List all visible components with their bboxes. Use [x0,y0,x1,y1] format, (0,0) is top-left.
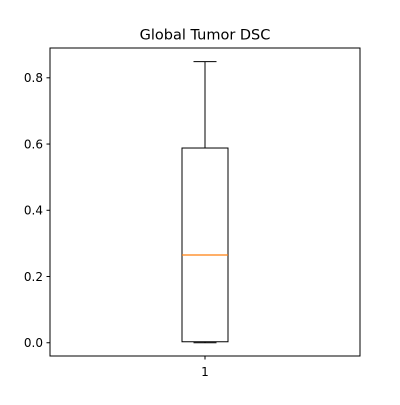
y-tick-label: 0.0 [24,336,43,350]
y-tick-label: 0.8 [24,71,43,85]
y-tick-label: 0.2 [24,270,43,284]
x-tick-label: 1 [201,365,209,379]
y-tick-label: 0.4 [24,204,43,218]
box-group [181,61,229,344]
chart-title: Global Tumor DSC [140,28,271,44]
y-axis: 0.0 0.2 0.4 0.6 0.8 [24,71,50,350]
x-axis: 1 [201,356,209,379]
y-tick-label: 0.6 [24,137,43,151]
box-iqr [181,147,229,343]
